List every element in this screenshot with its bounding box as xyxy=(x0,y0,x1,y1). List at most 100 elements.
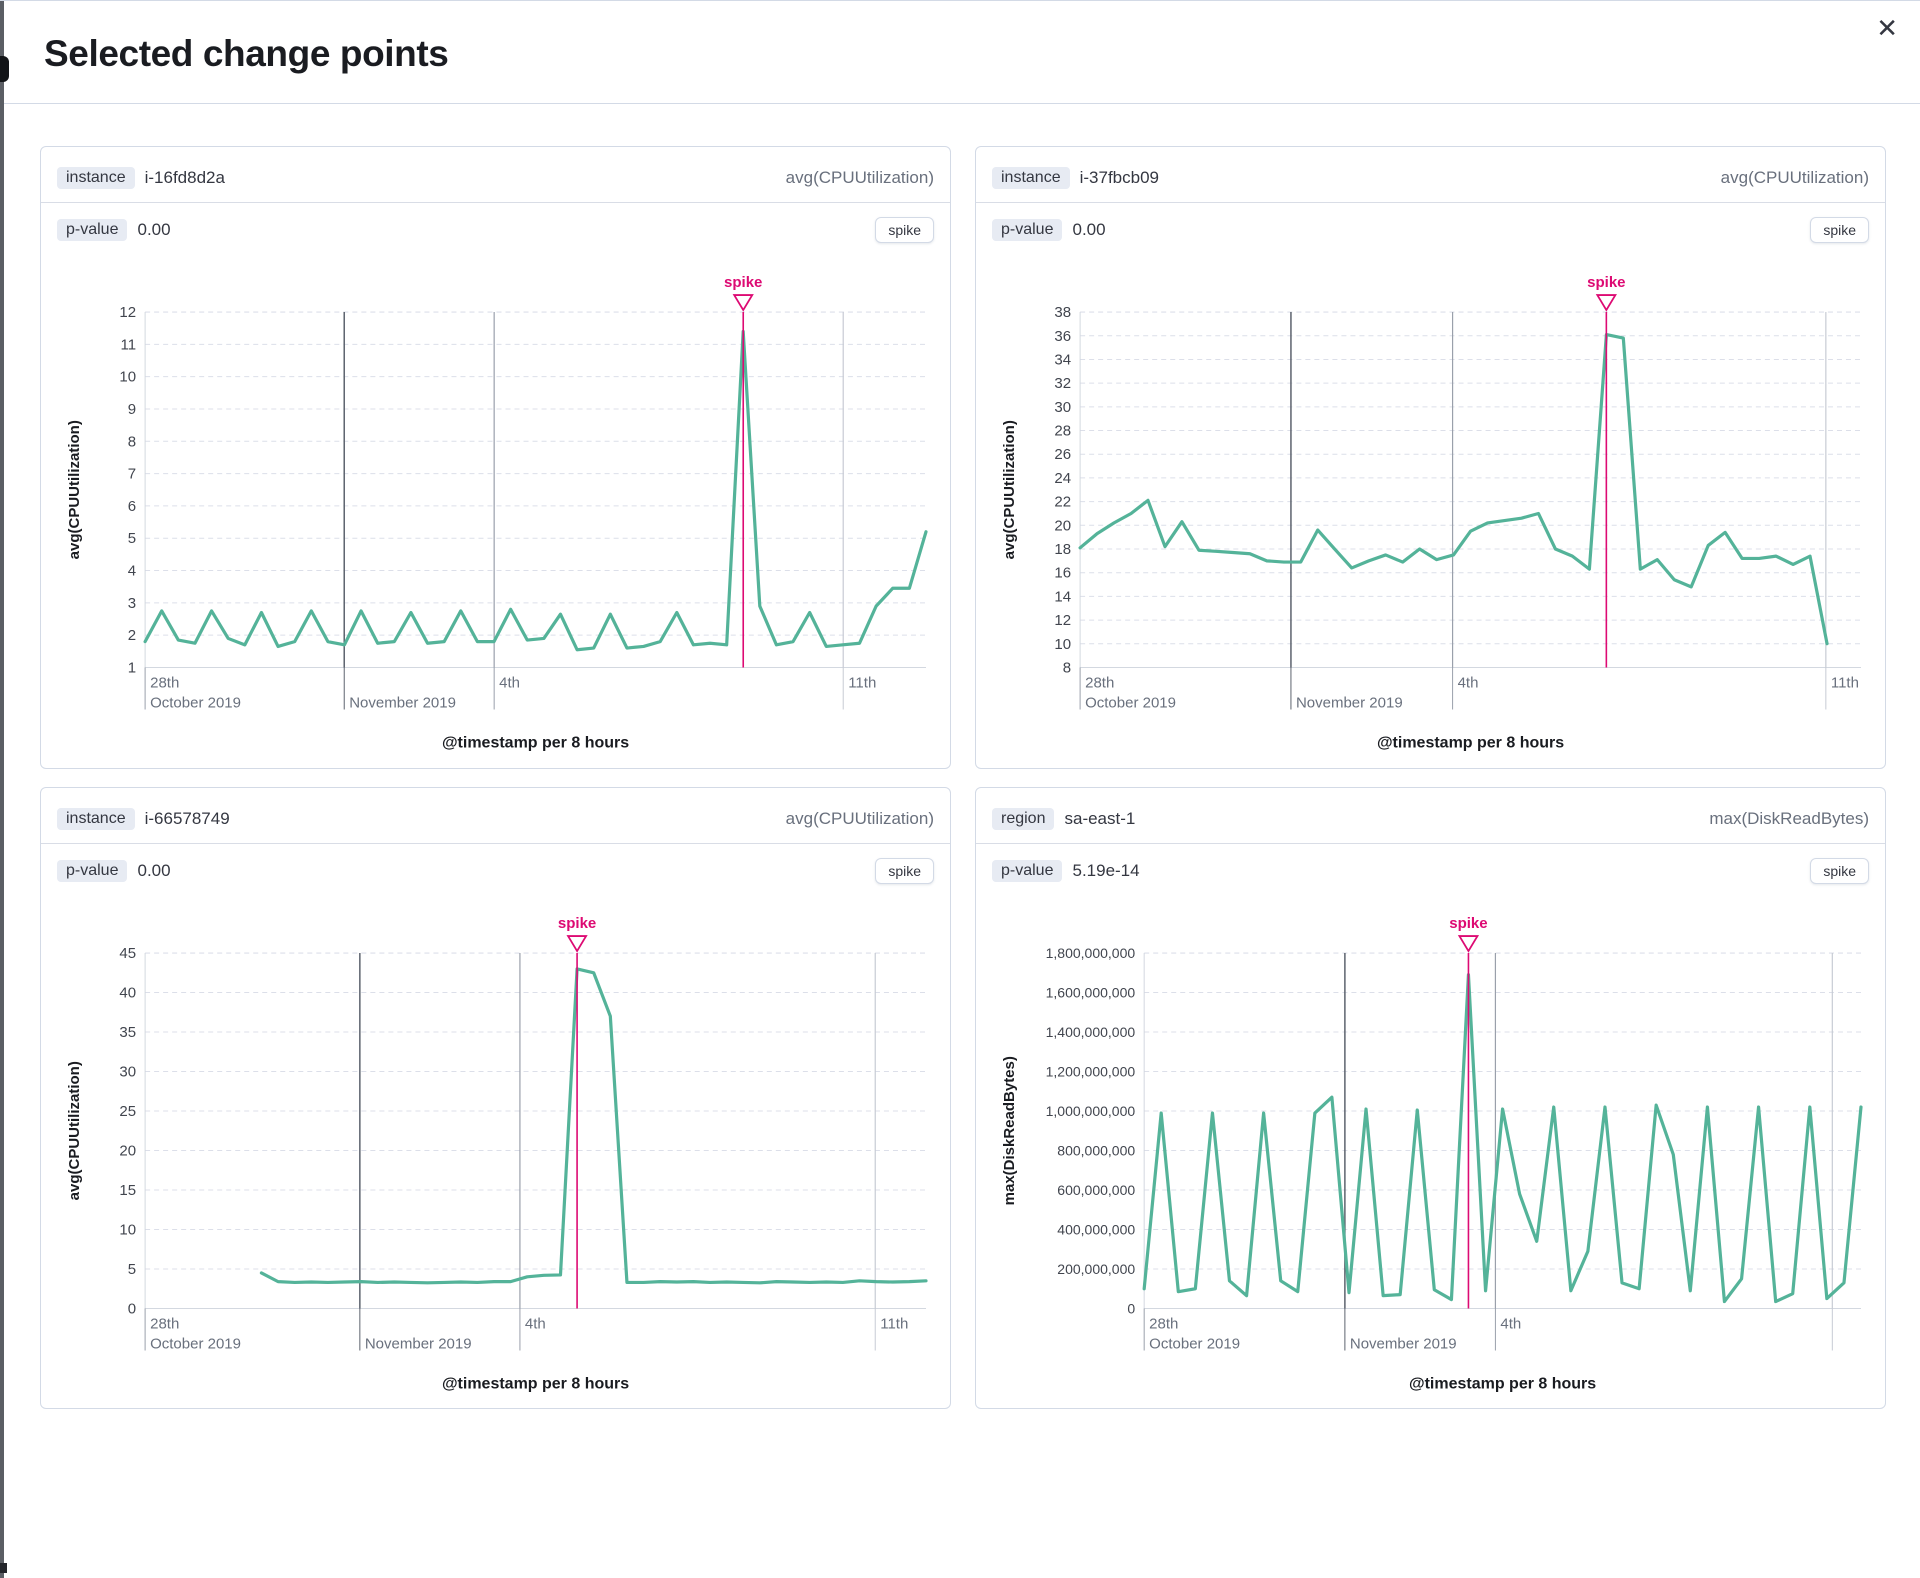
svg-text:October 2019: October 2019 xyxy=(1085,695,1176,712)
svg-text:20: 20 xyxy=(119,1142,136,1159)
change-point-chart: 1 2 3 4 5 6 7 8 9 10 11 12 28th October 2019 November … xyxy=(57,257,934,754)
svg-text:34: 34 xyxy=(1054,351,1071,368)
svg-text:1: 1 xyxy=(128,659,136,676)
change-points-grid: instance i-16fd8d2a avg(CPUUtilization) … xyxy=(40,146,1886,1410)
svg-text:26: 26 xyxy=(1054,446,1071,463)
background-page-fragment xyxy=(0,1563,7,1573)
panel-header: instance i-37fbcb09 avg(CPUUtilization) xyxy=(992,157,1869,202)
svg-text:1,400,000,000: 1,400,000,000 xyxy=(1046,1024,1136,1040)
svg-text:avg(CPUUtilization): avg(CPUUtilization) xyxy=(66,420,83,559)
flyout-body: instance i-16fd8d2a avg(CPUUtilization) … xyxy=(0,104,1920,1410)
svg-text:5: 5 xyxy=(128,1261,136,1278)
page-title: Selected change points xyxy=(44,33,449,74)
close-icon[interactable]: ✕ xyxy=(1876,13,1898,43)
svg-text:1,800,000,000: 1,800,000,000 xyxy=(1046,945,1136,961)
change-type-badge[interactable]: spike xyxy=(875,217,934,243)
svg-text:@timestamp per 8 hours: @timestamp per 8 hours xyxy=(1409,1375,1596,1392)
svg-text:avg(CPUUtilization): avg(CPUUtilization) xyxy=(1001,420,1018,559)
svg-text:6: 6 xyxy=(128,498,136,515)
divider xyxy=(976,202,1885,203)
panel-header: instance i-66578749 avg(CPUUtilization) xyxy=(57,798,934,843)
svg-text:November 2019: November 2019 xyxy=(1296,695,1403,712)
svg-text:22: 22 xyxy=(1054,494,1071,511)
svg-text:10: 10 xyxy=(119,369,136,386)
svg-text:8: 8 xyxy=(128,433,136,450)
svg-text:3: 3 xyxy=(128,595,136,612)
svg-text:25: 25 xyxy=(119,1103,136,1120)
svg-text:4th: 4th xyxy=(1500,1315,1521,1332)
svg-text:October 2019: October 2019 xyxy=(150,1335,241,1352)
change-point-chart: 0 200,000,000 400,000,000 600,000,000 800,00… xyxy=(992,898,1869,1395)
svg-text:October 2019: October 2019 xyxy=(1149,1335,1240,1352)
svg-text:28: 28 xyxy=(1054,423,1071,440)
svg-text:October 2019: October 2019 xyxy=(150,695,241,712)
change-point-panel-4: region sa-east-1 max(DiskReadBytes) p-va… xyxy=(975,786,1886,1410)
svg-text:@timestamp per 8 hours: @timestamp per 8 hours xyxy=(442,735,629,752)
split-field-value: i-37fbcb09 xyxy=(1079,168,1159,187)
background-page-fragment xyxy=(0,56,9,82)
svg-text:12: 12 xyxy=(1054,612,1071,629)
p-value-badge: p-value xyxy=(992,859,1063,882)
split-field-badge: instance xyxy=(57,167,135,189)
svg-text:16: 16 xyxy=(1054,565,1071,582)
split-field-value: i-16fd8d2a xyxy=(144,168,225,187)
metric-label: avg(CPUUtilization) xyxy=(785,808,934,828)
metric-label: max(DiskReadBytes) xyxy=(1709,808,1869,828)
p-value: 0.00 xyxy=(137,860,171,880)
change-type-badge[interactable]: spike xyxy=(875,857,934,884)
change-point-panel-3: instance i-66578749 avg(CPUUtilization) … xyxy=(40,786,951,1410)
svg-text:12: 12 xyxy=(119,304,136,321)
change-point-panel-1: instance i-16fd8d2a avg(CPUUtilization) … xyxy=(40,146,951,769)
change-point-panel-2: instance i-37fbcb09 avg(CPUUtilization) … xyxy=(975,146,1886,769)
svg-text:11th: 11th xyxy=(1831,674,1859,691)
metric-label: avg(CPUUtilization) xyxy=(1720,168,1869,187)
svg-text:4th: 4th xyxy=(525,1315,546,1332)
svg-text:spike: spike xyxy=(1587,274,1625,291)
change-point-chart: 8 10 12 14 16 18 20 22 24 26 28 30 32 34 36 38 28th Octob… xyxy=(992,257,1869,754)
svg-text:2: 2 xyxy=(128,627,136,644)
svg-text:November 2019: November 2019 xyxy=(1350,1335,1457,1352)
svg-text:spike: spike xyxy=(724,274,762,291)
svg-text:10: 10 xyxy=(1054,636,1071,653)
split-field-badge: region xyxy=(992,807,1055,830)
change-point-chart: 0 5 10 15 20 25 30 35 40 45 28th October 2019 Novemb… xyxy=(57,898,934,1395)
svg-text:10: 10 xyxy=(119,1221,136,1238)
svg-text:40: 40 xyxy=(119,984,136,1001)
svg-text:30: 30 xyxy=(1054,399,1071,416)
change-type-badge[interactable]: spike xyxy=(1810,217,1869,243)
panel-subheader: p-value 0.00 spike xyxy=(57,203,934,251)
svg-text:spike: spike xyxy=(1449,915,1487,932)
divider xyxy=(41,202,950,203)
svg-text:28th: 28th xyxy=(150,674,179,691)
svg-text:35: 35 xyxy=(119,1024,136,1041)
svg-text:11th: 11th xyxy=(880,1315,908,1332)
panel-subheader: p-value 5.19e-14 spike xyxy=(992,844,1869,892)
svg-text:30: 30 xyxy=(119,1063,136,1080)
panel-subheader: p-value 0.00 spike xyxy=(992,203,1869,251)
panel-header: region sa-east-1 max(DiskReadBytes) xyxy=(992,798,1869,843)
svg-text:18: 18 xyxy=(1054,541,1071,558)
panel-header: instance i-16fd8d2a avg(CPUUtilization) xyxy=(57,157,934,202)
change-type-badge[interactable]: spike xyxy=(1810,857,1869,884)
svg-text:0: 0 xyxy=(128,1300,136,1317)
svg-text:spike: spike xyxy=(558,915,596,932)
svg-text:7: 7 xyxy=(128,466,136,483)
svg-text:0: 0 xyxy=(1127,1300,1135,1316)
svg-text:9: 9 xyxy=(128,401,136,418)
svg-text:200,000,000: 200,000,000 xyxy=(1057,1261,1135,1277)
svg-text:@timestamp per 8 hours: @timestamp per 8 hours xyxy=(442,1375,629,1392)
p-value: 0.00 xyxy=(1072,220,1106,239)
svg-text:20: 20 xyxy=(1054,517,1071,534)
svg-text:11th: 11th xyxy=(848,674,876,691)
flyout-header: Selected change points xyxy=(0,1,1920,104)
svg-text:1,600,000,000: 1,600,000,000 xyxy=(1046,984,1136,1000)
svg-text:28th: 28th xyxy=(150,1315,179,1332)
svg-text:4th: 4th xyxy=(1458,674,1479,691)
split-field-badge: instance xyxy=(57,807,135,830)
p-value: 5.19e-14 xyxy=(1072,860,1140,880)
svg-text:November 2019: November 2019 xyxy=(349,695,456,712)
metric-label: avg(CPUUtilization) xyxy=(785,168,934,187)
svg-text:32: 32 xyxy=(1054,375,1071,392)
svg-text:45: 45 xyxy=(119,945,136,962)
